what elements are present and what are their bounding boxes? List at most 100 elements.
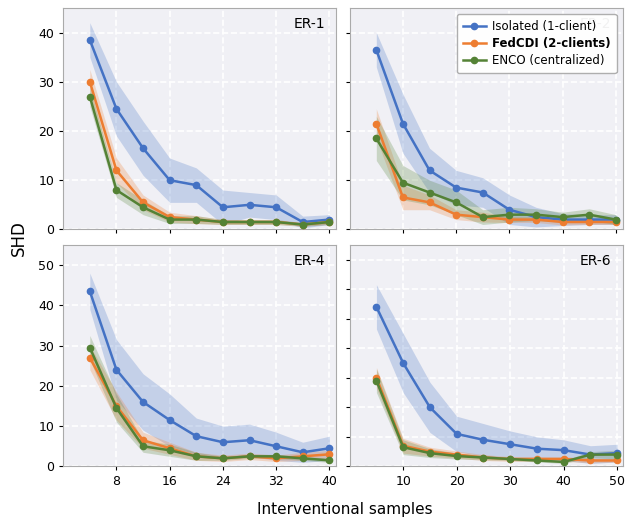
ENCO (centralized) — [426, 189, 434, 196]
Isolated (1-client) — [112, 105, 120, 112]
FedCDI (2-clients) — [166, 214, 173, 220]
ENCO (centralized) — [139, 443, 147, 449]
Line: Isolated (1-client): Isolated (1-client) — [87, 288, 332, 455]
ENCO (centralized) — [112, 405, 120, 411]
Text: SHD: SHD — [9, 220, 27, 257]
Isolated (1-client) — [219, 204, 227, 210]
Isolated (1-client) — [426, 404, 434, 411]
FedCDI (2-clients) — [612, 219, 619, 225]
Isolated (1-client) — [479, 189, 487, 196]
ENCO (centralized) — [506, 211, 513, 218]
ENCO (centralized) — [614, 452, 621, 458]
Line: Isolated (1-client): Isolated (1-client) — [374, 304, 620, 458]
FedCDI (2-clients) — [532, 216, 540, 223]
FedCDI (2-clients) — [86, 355, 94, 361]
ENCO (centralized) — [166, 216, 173, 223]
ENCO (centralized) — [399, 444, 407, 450]
ENCO (centralized) — [139, 204, 147, 210]
Isolated (1-client) — [560, 447, 568, 453]
Isolated (1-client) — [585, 216, 593, 223]
Line: ENCO (centralized): ENCO (centralized) — [373, 135, 619, 223]
FedCDI (2-clients) — [372, 120, 380, 127]
FedCDI (2-clients) — [480, 454, 487, 461]
Isolated (1-client) — [325, 216, 333, 223]
ENCO (centralized) — [219, 219, 227, 225]
FedCDI (2-clients) — [325, 451, 333, 457]
ENCO (centralized) — [193, 216, 200, 223]
ENCO (centralized) — [372, 135, 380, 142]
ENCO (centralized) — [325, 457, 333, 464]
Isolated (1-client) — [219, 439, 227, 445]
ENCO (centralized) — [480, 454, 487, 461]
Isolated (1-client) — [372, 47, 380, 53]
Isolated (1-client) — [299, 449, 307, 455]
Isolated (1-client) — [506, 441, 514, 447]
ENCO (centralized) — [299, 455, 307, 462]
FedCDI (2-clients) — [139, 437, 147, 444]
FedCDI (2-clients) — [219, 219, 227, 225]
Isolated (1-client) — [193, 433, 200, 439]
ENCO (centralized) — [272, 453, 280, 460]
ENCO (centralized) — [325, 219, 333, 225]
ENCO (centralized) — [399, 180, 407, 186]
ENCO (centralized) — [246, 219, 253, 225]
FedCDI (2-clients) — [246, 219, 253, 225]
Isolated (1-client) — [453, 184, 460, 191]
FedCDI (2-clients) — [399, 443, 407, 449]
Text: Interventional samples: Interventional samples — [257, 502, 432, 517]
FedCDI (2-clients) — [166, 445, 173, 452]
ENCO (centralized) — [559, 214, 566, 220]
ENCO (centralized) — [453, 453, 461, 459]
FedCDI (2-clients) — [193, 216, 200, 223]
FedCDI (2-clients) — [614, 457, 621, 464]
Isolated (1-client) — [139, 145, 147, 152]
FedCDI (2-clients) — [586, 457, 594, 464]
FedCDI (2-clients) — [325, 219, 333, 225]
Line: ENCO (centralized): ENCO (centralized) — [374, 378, 620, 465]
FedCDI (2-clients) — [299, 453, 307, 460]
Line: FedCDI (2-clients): FedCDI (2-clients) — [373, 120, 619, 225]
Isolated (1-client) — [112, 367, 120, 373]
Line: Isolated (1-client): Isolated (1-client) — [373, 47, 619, 223]
FedCDI (2-clients) — [299, 222, 307, 228]
Line: ENCO (centralized): ENCO (centralized) — [87, 93, 332, 227]
Isolated (1-client) — [532, 214, 540, 220]
FedCDI (2-clients) — [246, 453, 253, 460]
Isolated (1-client) — [272, 443, 280, 449]
Isolated (1-client) — [373, 304, 380, 310]
FedCDI (2-clients) — [426, 199, 434, 206]
ENCO (centralized) — [299, 222, 307, 228]
Line: Isolated (1-client): Isolated (1-client) — [87, 37, 332, 225]
Isolated (1-client) — [586, 452, 594, 458]
Isolated (1-client) — [614, 450, 621, 456]
ENCO (centralized) — [166, 447, 173, 454]
Isolated (1-client) — [506, 207, 513, 213]
ENCO (centralized) — [533, 457, 541, 464]
FedCDI (2-clients) — [86, 78, 94, 85]
ENCO (centralized) — [612, 216, 619, 223]
Text: ER-2: ER-2 — [580, 17, 612, 31]
Isolated (1-client) — [399, 360, 407, 366]
ENCO (centralized) — [453, 199, 460, 206]
ENCO (centralized) — [585, 211, 593, 218]
FedCDI (2-clients) — [139, 199, 147, 206]
Isolated (1-client) — [325, 445, 333, 452]
Line: FedCDI (2-clients): FedCDI (2-clients) — [374, 375, 620, 464]
Text: ER-4: ER-4 — [294, 254, 325, 268]
Isolated (1-client) — [426, 167, 434, 173]
ENCO (centralized) — [586, 452, 594, 458]
ENCO (centralized) — [532, 211, 540, 218]
ENCO (centralized) — [560, 459, 568, 465]
ENCO (centralized) — [506, 456, 514, 462]
Isolated (1-client) — [533, 446, 541, 452]
FedCDI (2-clients) — [272, 219, 280, 225]
Isolated (1-client) — [166, 177, 173, 183]
Isolated (1-client) — [86, 288, 94, 294]
Text: ER-6: ER-6 — [580, 254, 612, 268]
ENCO (centralized) — [86, 93, 94, 100]
ENCO (centralized) — [373, 377, 380, 384]
FedCDI (2-clients) — [560, 456, 568, 462]
Isolated (1-client) — [272, 204, 280, 210]
Isolated (1-client) — [193, 182, 200, 188]
ENCO (centralized) — [86, 344, 94, 351]
